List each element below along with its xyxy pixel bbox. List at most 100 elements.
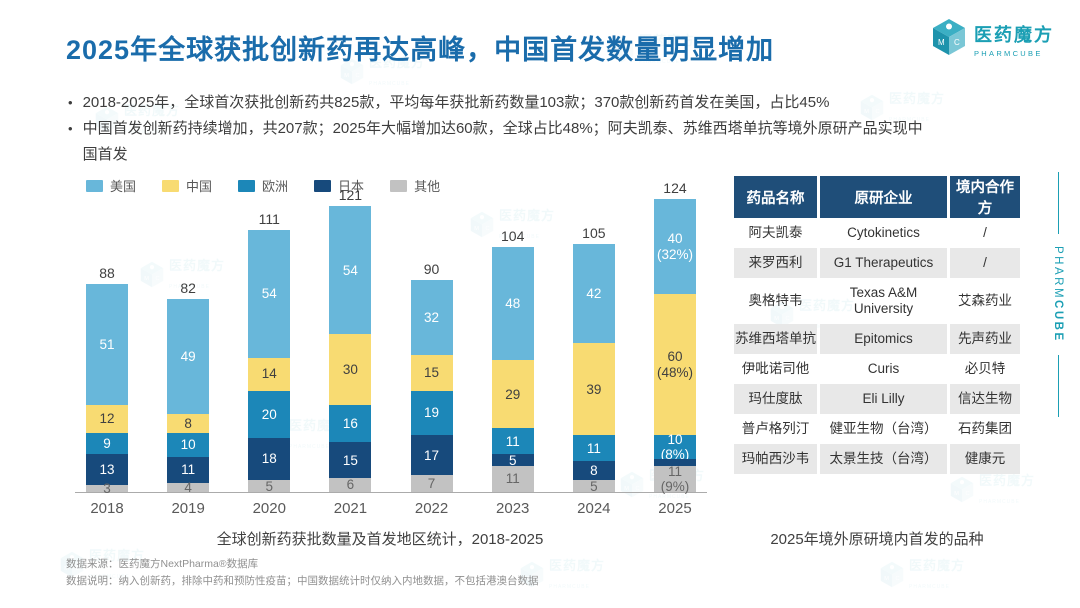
legend-item-中国: 中国 [162, 176, 212, 195]
table-cell: Eli Lilly [820, 384, 948, 414]
bar-column-2018: 88 51 12 9 13 3 [86, 198, 128, 496]
bar-total-label: 111 [258, 211, 280, 228]
bar-total-label: 105 [582, 225, 606, 242]
table-cell: 健亚生物（台湾） [829, 421, 938, 436]
bar-total-label: 124 [663, 180, 687, 197]
brand-logo-text: 医药魔方 PHARMCUBE [974, 21, 1054, 58]
svg-text:M: M [938, 38, 945, 47]
bar-segment-欧洲: 11 [572, 435, 615, 462]
x-axis-tick-2021: 2021 [333, 500, 368, 517]
legend-label: 中国 [186, 179, 213, 194]
bar-segment-美国: 54 [248, 230, 291, 358]
table-cell: 普卢格列汀 [741, 421, 810, 436]
legend-item-欧洲: 欧洲 [238, 176, 288, 195]
brand-subname: PHARMCUBE [974, 49, 1043, 58]
bar-segment-其他: 6 [329, 477, 372, 492]
bar-segment-日本: 15 [329, 442, 372, 478]
legend-label: 日本 [338, 179, 365, 194]
drug-table: 药品名称 原研企业 境内合作方 阿夫凯泰 Cytokinetics / 来罗西利 G1 The… [731, 176, 1023, 474]
bar-segment-日本: 13 [86, 454, 128, 485]
bullet-item: • 2018-2025年，全球首次获批创新药共825款，平均每年获批新药数量10… [68, 90, 928, 116]
bar-segment-美国: 40 (32%) [653, 199, 696, 294]
bar-segment-中国: 60 (48%) [653, 293, 696, 436]
bar-segment-中国: 15 [410, 355, 453, 391]
bar-segment-美国: 48 [491, 246, 534, 360]
legend-swatch [238, 179, 256, 192]
x-axis-labels: 2018 2019 2020 2021 2022 2023 2024 2025 [75, 500, 707, 517]
legend-item-日本: 日本 [314, 176, 364, 195]
bar-column-2024: 105 42 39 11 8 5 [572, 198, 615, 493]
bar-segment-其他: 5 [248, 479, 291, 493]
footnotes: 数据来源：医药魔方NextPharma®数据库 数据说明：纳入创新药，排除中药和… [66, 556, 539, 590]
bar-segment-欧洲: 11 [491, 428, 534, 455]
bar-segment-中国: 30 [329, 333, 372, 405]
legend-swatch [162, 179, 180, 192]
bullet-text: 2018-2025年，全球首次获批创新药共825款，平均每年获批新药数量103款… [82, 94, 830, 111]
table-cell: 先声药业 [950, 324, 1020, 354]
bar-segment-日本 [653, 458, 696, 467]
bar-segment-中国: 39 [572, 343, 615, 436]
table-header-cell: 药品名称 [734, 176, 817, 218]
table-row: 玛仕度肽 Eli Lilly 信达生物 [734, 384, 1020, 414]
legend-swatch [390, 179, 408, 192]
bar-column-2020: 111 54 14 20 18 5 [248, 198, 291, 493]
bar-stack: 54 30 16 15 6 [329, 206, 372, 492]
bar-total-label: 90 [423, 260, 440, 277]
legend-label: 其他 [414, 179, 441, 194]
table-row: 伊吡诺司他 Curis 必贝特 [734, 354, 1020, 384]
bar-column-2025: 124 40 (32%) 60 (48%) 10 (8%) 11 (9%) [653, 180, 696, 494]
table-cell: 必贝特 [964, 361, 1006, 376]
bar-column-2023: 104 48 29 11 5 11 [491, 198, 534, 492]
brand-name: 医药魔方 [974, 25, 1054, 45]
bar-segment-日本: 11 [167, 456, 210, 483]
bar-segment-其他: 5 [572, 479, 615, 493]
bullet-dot: • [68, 95, 73, 110]
svg-text:C: C [954, 38, 960, 47]
table-cell: 伊吡诺司他 [741, 361, 810, 376]
table-cell: / [983, 225, 987, 240]
right-rail: PHARMCUBE [1052, 172, 1064, 417]
bar-segment-日本: 18 [248, 437, 291, 481]
svg-text:C: C [896, 576, 900, 582]
table-cell: 健康元 [950, 444, 1020, 474]
stacked-bar-chart: 88 51 12 9 13 3 82 49 8 10 11 4 111 54 14 20 18 5 121 54 30 1… [75, 180, 707, 496]
table-row: 阿夫凯泰 Cytokinetics / [734, 218, 1020, 248]
rail-text-bold: CUBE [1052, 300, 1064, 343]
pharmcube-vertical-text: PHARMCUBE [1052, 246, 1064, 343]
bar-segment-其他: 7 [410, 475, 453, 492]
footnote-note: 数据说明：纳入创新药，排除中药和预防性疫苗；中国数据统计时仅纳入内地数据，不包括… [66, 575, 539, 587]
x-axis-tick-2022: 2022 [414, 500, 449, 517]
table-cell: 太景生技（台湾） [820, 444, 948, 474]
svg-text:M: M [954, 491, 959, 497]
svg-text:M: M [884, 576, 889, 582]
bar-segment-美国: 32 [410, 279, 453, 356]
bar-segment-中国: 8 [167, 414, 210, 434]
table-row: 苏维西塔单抗 Epitomics 先声药业 [734, 324, 1020, 354]
bar-column-2021: 121 54 30 16 15 6 [329, 187, 372, 492]
bar-segment-日本: 17 [410, 435, 453, 476]
table-header-cell: 境内合作方 [950, 176, 1020, 218]
table-cell: 信达生物 [950, 384, 1020, 414]
table-cell: 艾森药业 [958, 293, 1012, 308]
x-axis-tick-2023: 2023 [496, 500, 530, 517]
bar-segment-日本: 5 [491, 453, 534, 468]
table-caption: 2025年境外原研境内首发的品种 [770, 531, 984, 548]
bullet-dot: • [68, 121, 73, 136]
x-axis-tick-2019: 2019 [171, 500, 205, 517]
bar-segment-日本: 8 [572, 461, 615, 481]
bar-stack: 48 29 11 5 11 [491, 246, 534, 492]
bar-total-label: 82 [180, 279, 196, 296]
bar-stack: 40 (32%) 60 (48%) 10 (8%) 11 (9%) [653, 199, 696, 494]
chart-legend: 美国 中国 欧洲 日本 其他 [86, 176, 440, 195]
bar-total-label: 121 [338, 187, 363, 204]
table-cell: Curis [867, 361, 900, 376]
bar-stack: 51 12 9 13 3 [86, 284, 128, 496]
drug-table-wrap: 药品名称 原研企业 境内合作方 阿夫凯泰 Cytokinetics / 来罗西利 G1 The… [731, 176, 1023, 474]
legend-swatch [314, 179, 332, 192]
x-axis-tick-2025: 2025 [658, 500, 692, 517]
